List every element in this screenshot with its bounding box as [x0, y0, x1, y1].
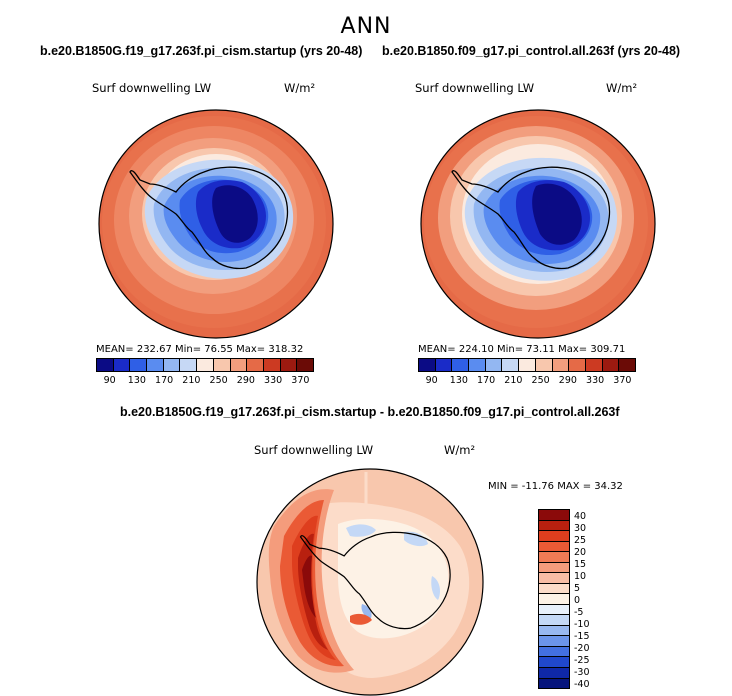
diff-polar-map [256, 468, 484, 696]
diff-colorbar-swatch [539, 531, 569, 542]
diff-colorbar-swatch [539, 541, 569, 553]
diff-colorbar-swatch [539, 562, 569, 574]
left-colorbar-swatch [130, 359, 148, 371]
left-panel-units: W/m² [284, 81, 316, 95]
left-panel-stats: MEAN= 232.67 Min= 76.55 Max= 318.32 [96, 344, 304, 355]
diff-colorbar-swatch [539, 678, 569, 689]
right-colorbar-swatch [585, 359, 603, 371]
left-colorbar-swatch [147, 359, 164, 371]
right-colorbar [418, 358, 636, 372]
left-colorbar-swatch [97, 359, 114, 371]
right-panel-stats: MEAN= 224.10 Min= 73.11 Max= 309.71 [418, 344, 626, 355]
right-colorbar-swatch [602, 359, 620, 371]
left-colorbar-label: 290 [236, 375, 255, 386]
left-colorbar-label: 210 [182, 375, 201, 386]
diff-colorbar-swatch [539, 573, 569, 584]
right-colorbar-label: 330 [586, 375, 605, 386]
left-colorbar-label: 130 [127, 375, 146, 386]
diff-colorbar-swatch [539, 657, 569, 668]
diff-colorbar-label: -20 [574, 642, 590, 654]
right-colorbar-label: 250 [531, 375, 550, 386]
left-colorbar-swatch [297, 359, 313, 371]
diff-colorbar [538, 509, 570, 689]
left-polar-map [98, 109, 334, 339]
right-colorbar-swatch [485, 359, 503, 371]
right-colorbar-label: 290 [558, 375, 577, 386]
diff-colorbar-label: -10 [574, 618, 590, 630]
left-colorbar-swatch [197, 359, 214, 371]
left-panel-case-title: b.e20.B1850G.f19_g17.263f.pi_cism.startu… [40, 44, 363, 58]
plot-title: ANN [340, 14, 392, 39]
left-colorbar-swatch [213, 359, 231, 371]
diff-colorbar-label: -5 [574, 606, 584, 618]
diff-colorbar-label: 10 [574, 570, 587, 582]
diff-panel-units: W/m² [444, 443, 476, 457]
diff-colorbar-swatch [539, 583, 569, 595]
right-colorbar-swatch [552, 359, 570, 371]
left-colorbar-swatch [113, 359, 131, 371]
diff-colorbar-swatch [539, 594, 569, 605]
diff-colorbar-swatch [539, 615, 569, 626]
right-colorbar-swatch [535, 359, 553, 371]
diff-colorbar-label: 40 [574, 510, 587, 522]
diff-colorbar-swatch [539, 667, 569, 679]
diff-colorbar-swatch [539, 625, 569, 637]
left-colorbar-label: 250 [209, 375, 228, 386]
left-colorbar-swatch [247, 359, 264, 371]
right-colorbar-label: 130 [449, 375, 468, 386]
left-panel-variable: Surf downwelling LW [92, 81, 212, 95]
right-polar-map [420, 109, 656, 339]
diff-panel-variable: Surf downwelling LW [254, 443, 374, 457]
right-colorbar-label: 210 [504, 375, 523, 386]
left-colorbar-swatch [263, 359, 281, 371]
left-colorbar-swatch [280, 359, 298, 371]
right-colorbar-swatch [619, 359, 635, 371]
right-colorbar-labels: 90 130 170 210 250 290 330 370 [418, 375, 636, 386]
diff-panel-stats: MIN = -11.76 MAX = 34.32 [488, 481, 623, 492]
diff-colorbar-label: -40 [574, 678, 590, 690]
diff-colorbar-swatch [539, 646, 569, 658]
right-colorbar-swatch [502, 359, 520, 371]
diff-colorbar-swatch [539, 636, 569, 647]
right-colorbar-swatch [519, 359, 536, 371]
left-colorbar-swatch [163, 359, 181, 371]
diff-colorbar-swatch [539, 520, 569, 532]
left-colorbar-labels: 90 130 170 210 250 290 330 370 [96, 375, 314, 386]
diff-colorbar-label: -30 [574, 666, 590, 678]
right-panel-variable: Surf downwelling LW [415, 81, 535, 95]
right-panel-case-title: b.e20.B1850.f09_g17.pi_control.all.263f … [382, 44, 681, 58]
diff-colorbar-labels: 40 30 25 20 15 10 5 0 -5 -10 -15 -20 -25 -30 -40 [574, 509, 590, 689]
diff-colorbar-label: 25 [574, 534, 587, 546]
diff-colorbar-swatch [539, 510, 569, 521]
left-colorbar-label: 170 [155, 375, 174, 386]
right-colorbar-label: 90 [425, 375, 438, 386]
right-colorbar-swatch [569, 359, 586, 371]
right-colorbar-label: 370 [613, 375, 632, 386]
right-colorbar-swatch [452, 359, 470, 371]
left-colorbar-swatch [230, 359, 248, 371]
diff-colorbar-label: 5 [574, 582, 581, 594]
diff-colorbar-label: -15 [574, 630, 590, 642]
diff-colorbar-label: 15 [574, 558, 587, 570]
left-colorbar-label: 330 [264, 375, 283, 386]
right-colorbar-label: 170 [477, 375, 496, 386]
right-colorbar-swatch [435, 359, 453, 371]
left-colorbar-label: 90 [103, 375, 116, 386]
left-colorbar-label: 370 [291, 375, 310, 386]
right-panel-units: W/m² [606, 81, 638, 95]
diff-colorbar-swatch [539, 552, 569, 563]
diff-colorbar-label: 20 [574, 546, 587, 558]
left-colorbar-swatch [180, 359, 198, 371]
diff-colorbar-swatch [539, 604, 569, 616]
left-colorbar [96, 358, 314, 372]
right-colorbar-swatch [469, 359, 486, 371]
diff-colorbar-label: 30 [574, 522, 587, 534]
diff-colorbar-label: 0 [574, 594, 581, 606]
diff-panel-case-title: b.e20.B1850G.f19_g17.263f.pi_cism.startu… [120, 405, 620, 419]
diff-colorbar-label: -25 [574, 654, 590, 666]
right-colorbar-swatch [419, 359, 436, 371]
